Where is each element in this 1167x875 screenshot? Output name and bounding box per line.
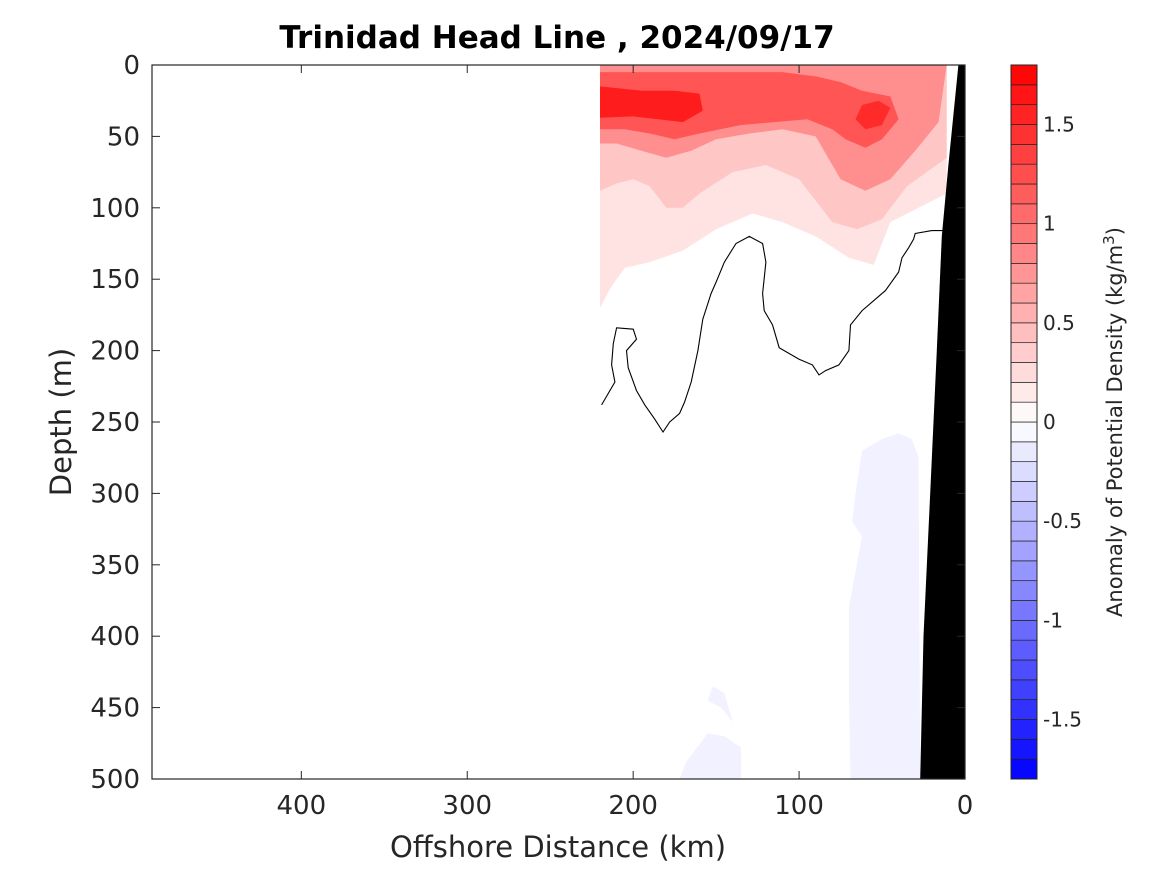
- colorbar-segment: [1010, 183, 1038, 205]
- colorbar-frame: [1010, 64, 1038, 780]
- colorbar-segment: [1010, 322, 1038, 344]
- colorbar-segment: [1010, 124, 1038, 145]
- colorbar-segment: [1010, 619, 1038, 641]
- y-tick-label: 0: [123, 51, 140, 81]
- colorbar-segment: [1010, 104, 1038, 125]
- field-band-8: [679, 733, 741, 779]
- colorbar-segment: [1010, 699, 1038, 720]
- x-tick-label: 100: [774, 791, 824, 821]
- colorbar-segment: [1010, 481, 1038, 502]
- colorbar-segment: [1010, 540, 1038, 562]
- colorbar: [1010, 64, 1038, 780]
- y-tick-label: 500: [90, 765, 140, 795]
- field-band-6: [848, 433, 921, 779]
- field-band-4: [600, 86, 703, 123]
- colorbar-ticks: -1.5 -1 -0.5 0 0.5 1 1.5: [1043, 113, 1082, 732]
- colorbar-segment: [1010, 441, 1038, 463]
- colorbar-segment: [1010, 500, 1038, 522]
- colorbar-segment: [1010, 421, 1038, 443]
- colorbar-tick-label: 0.5: [1043, 311, 1075, 335]
- colorbar-tick-label: -1: [1043, 608, 1063, 632]
- seafloor-mask: [920, 65, 965, 779]
- y-axis-label: Depth (m): [44, 348, 78, 496]
- zero-contour: [601, 230, 946, 434]
- colorbar-segment: [1010, 223, 1038, 244]
- y-tick-label: 100: [90, 194, 140, 224]
- colorbar-segment: [1010, 64, 1038, 86]
- colorbar-segment: [1010, 520, 1038, 542]
- colorbar-segment: [1010, 580, 1038, 601]
- colorbar-segment: [1010, 203, 1038, 225]
- x-tick-label: 0: [957, 791, 974, 821]
- colorbar-tick-label: -0.5: [1043, 509, 1082, 533]
- field-band-5: [855, 100, 891, 130]
- colorbar-segment: [1010, 679, 1038, 701]
- colorbar-segment: [1010, 719, 1038, 740]
- colorbar-segment: [1010, 600, 1038, 621]
- colorbar-segment: [1010, 163, 1038, 185]
- y-tick-label: 250: [90, 408, 140, 438]
- x-tick-label: 300: [442, 791, 492, 821]
- colorbar-segment: [1010, 401, 1038, 423]
- y-tick-label: 400: [90, 622, 140, 652]
- y-tick-label: 150: [90, 265, 140, 295]
- colorbar-segment: [1010, 342, 1038, 363]
- field-band-7: [707, 686, 733, 722]
- x-axis-label: Offshore Distance (km): [390, 830, 726, 864]
- colorbar-tick-label: 0: [1043, 410, 1056, 434]
- colorbar-segment: [1010, 302, 1038, 324]
- colorbar-segment: [1010, 84, 1038, 106]
- y-tick-label: 50: [107, 122, 140, 152]
- colorbar-segment: [1010, 560, 1038, 582]
- x-tick-label: 400: [277, 791, 327, 821]
- x-axis-ticks: 400 300 200 100 0: [277, 65, 974, 821]
- density-anomaly-field: [600, 65, 947, 779]
- colorbar-tick-label: 1: [1043, 212, 1056, 236]
- y-tick-label: 300: [90, 479, 140, 509]
- colorbar-segment: [1010, 282, 1038, 304]
- y-tick-label: 450: [90, 694, 140, 724]
- colorbar-segment: [1010, 143, 1038, 165]
- colorbar-segment: [1010, 758, 1038, 780]
- colorbar-segment: [1010, 738, 1038, 760]
- colorbar-segment: [1010, 381, 1038, 403]
- colorbar-label: Anomaly of Potential Density (kg/m3): [1100, 227, 1127, 617]
- y-tick-label: 200: [90, 337, 140, 367]
- colorbar-segment: [1010, 262, 1038, 284]
- seafloor-polygon: [920, 65, 965, 779]
- colorbar-segment: [1010, 659, 1038, 681]
- colorbar-segment: [1010, 639, 1038, 661]
- colorbar-tick-label: 1.5: [1043, 113, 1075, 137]
- y-tick-label: 350: [90, 551, 140, 581]
- zero-contour-line: [601, 230, 946, 434]
- colorbar-segment: [1010, 461, 1038, 482]
- y-axis-ticks: 0 50 100 150 200 250 300 350 400 450 500: [90, 51, 965, 795]
- colorbar-segment: [1010, 243, 1038, 264]
- colorbar-segment: [1010, 362, 1038, 383]
- colorbar-tick-label: -1.5: [1043, 708, 1082, 732]
- chart-title: Trinidad Head Line , 2024/09/17: [279, 20, 834, 56]
- x-tick-label: 200: [608, 791, 658, 821]
